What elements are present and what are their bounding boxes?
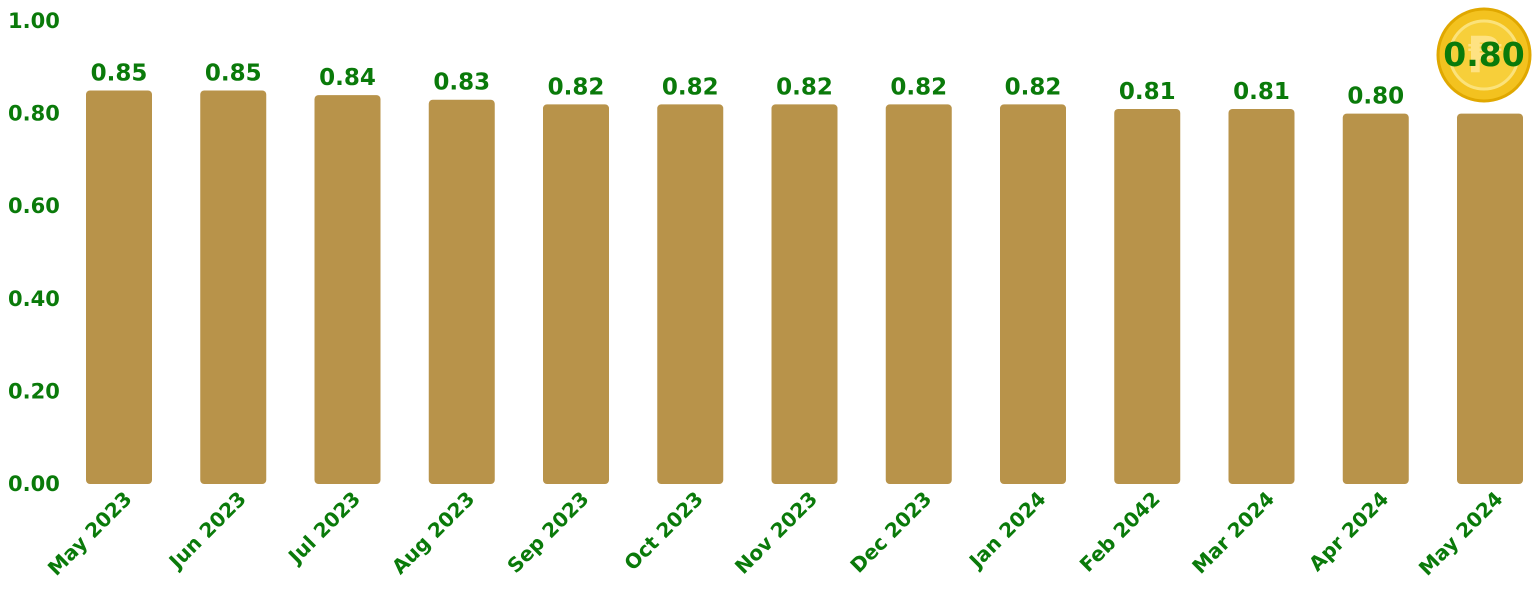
x-tick-label: Jun 2023 — [163, 487, 251, 575]
data-label: 0.82 — [1005, 74, 1062, 100]
x-tick-label: Dec 2023 — [845, 487, 936, 578]
data-label: 0.81 — [1119, 79, 1176, 105]
bar — [772, 104, 838, 484]
data-labels: 0.85 0.85 0.84 0.83 0.82 0.82 0.82 0.82 0.82 0.81… — [91, 60, 1405, 109]
bar — [429, 100, 495, 484]
data-label: 0.80 — [1347, 84, 1404, 110]
y-tick-label: 0.00 — [8, 472, 60, 496]
x-tick-label: Jul 2023 — [282, 487, 365, 570]
peso-coin-icon: ₱ 0.80 — [1438, 9, 1530, 101]
data-label: 0.84 — [319, 65, 376, 91]
bar — [886, 104, 952, 484]
y-tick-label: 0.60 — [8, 194, 60, 218]
x-tick-label: Nov 2023 — [730, 487, 822, 579]
bar — [1343, 114, 1409, 484]
data-label: 0.83 — [433, 70, 490, 96]
x-tick-label: Apr 2024 — [1304, 487, 1393, 576]
data-label: 0.82 — [776, 74, 833, 100]
bar — [1114, 109, 1180, 484]
x-tick-label: May 2023 — [43, 487, 137, 581]
bar — [315, 95, 381, 484]
data-label: 0.82 — [662, 74, 719, 100]
x-tick-label: May 2024 — [1414, 487, 1508, 581]
y-axis: 0.00 0.20 0.40 0.60 0.80 1.00 — [8, 9, 60, 496]
bar — [1457, 114, 1523, 484]
bar — [657, 104, 723, 484]
y-tick-label: 0.80 — [8, 102, 60, 126]
bars — [86, 90, 1523, 484]
x-tick-label: Jan 2024 — [963, 487, 1051, 575]
data-label: 0.82 — [890, 74, 947, 100]
data-label: 0.82 — [548, 74, 605, 100]
x-tick-label: Mar 2024 — [1187, 487, 1279, 579]
bar — [543, 104, 609, 484]
data-label: 0.81 — [1233, 79, 1290, 105]
data-label: 0.85 — [91, 60, 148, 86]
y-tick-label: 0.20 — [8, 379, 60, 403]
y-tick-label: 0.40 — [8, 287, 60, 311]
bar — [200, 90, 266, 484]
x-axis: May 2023 Jun 2023 Jul 2023 Aug 2023 Sep 2023… — [43, 487, 1508, 581]
x-tick-label: Aug 2023 — [387, 487, 479, 579]
data-label: 0.85 — [205, 60, 262, 86]
x-tick-label: Sep 2023 — [502, 487, 593, 578]
highlight-value-label: 0.80 — [1443, 35, 1524, 74]
x-tick-label: Feb 2042 — [1075, 487, 1165, 577]
y-tick-label: 1.00 — [8, 9, 60, 33]
bar — [86, 90, 152, 484]
bar — [1000, 104, 1066, 484]
x-tick-label: Oct 2023 — [619, 487, 707, 575]
bar — [1229, 109, 1295, 484]
